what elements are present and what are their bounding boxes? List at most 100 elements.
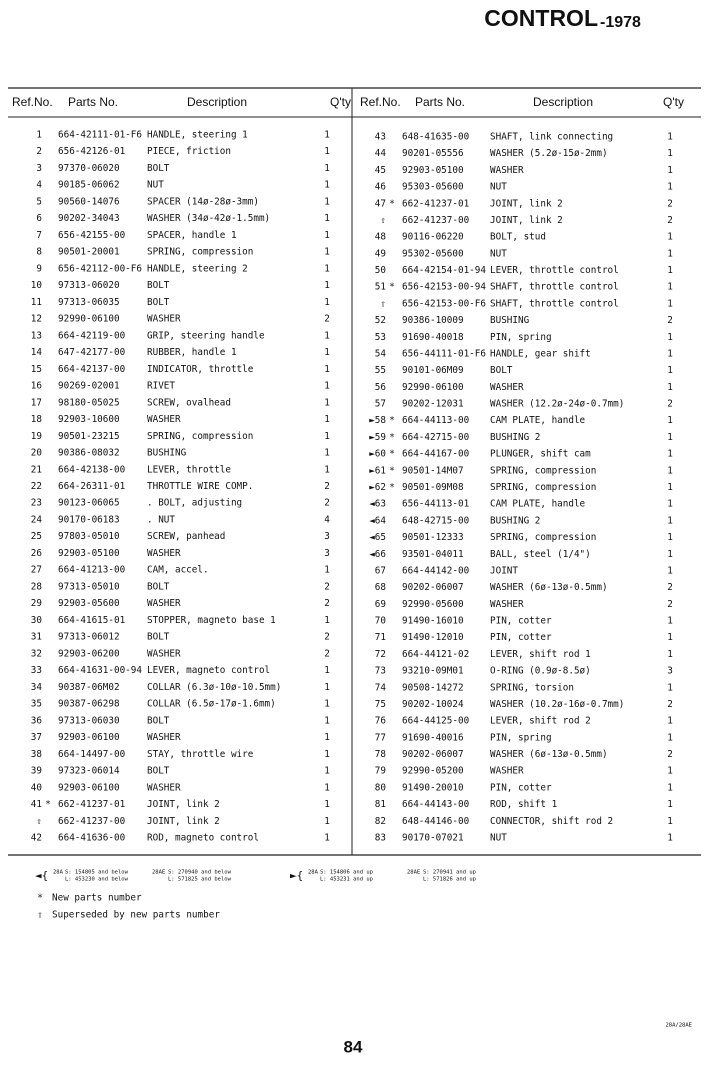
- quantity: 1: [667, 465, 673, 476]
- ref-no: 32: [31, 648, 42, 659]
- legend-serial: L: 453231 and up: [320, 877, 373, 883]
- ref-no: 73: [375, 666, 386, 677]
- part-no: 93210-09M01: [402, 666, 464, 677]
- part-no: 90202-06007: [402, 749, 464, 760]
- ref-no: 27: [31, 565, 42, 576]
- quantity: 1: [667, 282, 673, 293]
- part-no: 91690-40018: [402, 332, 464, 343]
- part-no: 92990-06100: [58, 314, 120, 325]
- ref-no: 8: [36, 247, 42, 258]
- ref-no: 48: [375, 232, 386, 243]
- quantity: 1: [324, 833, 330, 844]
- ref-no: 30: [31, 615, 42, 626]
- ref-no: ►59: [369, 432, 386, 443]
- ref-no: 83: [375, 833, 386, 844]
- ref-no: ►62: [369, 482, 386, 493]
- part-no: 664-44121-02: [402, 649, 469, 660]
- description: BOLT: [147, 297, 170, 308]
- quantity: 1: [324, 749, 330, 760]
- ref-no: ►60: [369, 449, 386, 460]
- part-no: 97370-06020: [58, 163, 120, 174]
- quantity: 1: [667, 732, 673, 743]
- description: ROD, magneto control: [147, 833, 259, 844]
- quantity: 2: [324, 314, 330, 325]
- part-no: 90123-06065: [58, 498, 120, 509]
- description: WASHER: [147, 782, 181, 793]
- description: LEVER, shift rod 1: [490, 649, 591, 660]
- ref-no: 54: [375, 348, 387, 359]
- description: PIECE, friction: [147, 146, 231, 157]
- quantity: 1: [667, 415, 673, 426]
- ref-no: 6: [36, 213, 42, 224]
- quantity: 2: [667, 215, 673, 226]
- ref-no: 79: [375, 766, 386, 777]
- part-no: 97313-05010: [58, 581, 120, 592]
- description: WASHER: [147, 598, 181, 609]
- legend-model: 28A: [53, 870, 64, 876]
- legend-serial: L: 453230 and below: [65, 877, 129, 883]
- ref-no: 71: [375, 632, 386, 643]
- ref-no: 70: [375, 616, 386, 627]
- part-no: 664-44125-00: [402, 716, 469, 727]
- part-no: 664-44142-00: [402, 565, 469, 576]
- part-no: 91490-16010: [402, 616, 464, 627]
- ref-no: 53: [375, 332, 386, 343]
- description: PIN, cotter: [490, 616, 552, 627]
- quantity: 1: [667, 532, 673, 543]
- part-no: 648-41635-00: [402, 132, 469, 143]
- description: COLLAR (6.3ø-10ø-10.5mm): [147, 682, 281, 693]
- quantity: 1: [324, 180, 330, 191]
- note-text: Superseded by new parts number: [52, 910, 220, 921]
- description: STAY, throttle wire: [147, 749, 254, 760]
- ref-no: 43: [375, 132, 386, 143]
- quantity: 1: [324, 247, 330, 258]
- part-no: 97313-06030: [58, 715, 120, 726]
- description: PIN, cotter: [490, 632, 552, 643]
- part-no: 90501-20001: [58, 247, 120, 258]
- column-header: Description: [533, 95, 593, 109]
- column-header: Parts No.: [68, 95, 118, 109]
- legend-model: 28AE: [407, 870, 420, 876]
- quantity: 1: [324, 297, 330, 308]
- ref-no: 52: [375, 315, 386, 326]
- ref-no: 81: [375, 799, 386, 810]
- ref-no: 7: [36, 230, 42, 241]
- description: WASHER (34ø-42ø-1.5mm): [147, 213, 270, 224]
- ref-no: 10: [31, 280, 42, 291]
- legend-serial: S: 154806 and up: [320, 870, 373, 876]
- ref-no: 11: [31, 297, 42, 308]
- ref-no: 34: [31, 682, 43, 693]
- description: SPRING, compression: [147, 431, 253, 442]
- part-no: 656-42112-00-F6: [58, 263, 142, 274]
- quantity: 1: [667, 833, 673, 844]
- part-no: 95303-05600: [402, 182, 464, 193]
- ref-no: 68: [375, 582, 386, 593]
- description: NUT: [490, 182, 507, 193]
- part-no: 664-42154-01-94: [402, 265, 486, 276]
- legend-serial: S: 270940 and below: [168, 870, 232, 876]
- part-no: 95302-05600: [402, 248, 464, 259]
- part-no: 664-42138-00: [58, 464, 125, 475]
- part-no: 93501-04011: [402, 549, 464, 560]
- description: WASHER: [490, 165, 524, 176]
- description: . NUT: [147, 514, 175, 525]
- part-no: 97313-06012: [58, 632, 120, 643]
- quantity: 1: [324, 665, 330, 676]
- description: JOINT, link 2: [147, 799, 220, 810]
- new-mark: *: [389, 282, 395, 293]
- quantity: 2: [667, 399, 673, 410]
- description: PIN, spring: [490, 332, 552, 343]
- ref-no: 75: [375, 699, 386, 710]
- part-no: 656-42126-01: [58, 146, 125, 157]
- ref-no: 12: [31, 314, 42, 325]
- quantity: 1: [324, 464, 330, 475]
- part-no: 664-42715-00: [402, 432, 469, 443]
- quantity: 1: [667, 549, 673, 560]
- part-no: 664-44113-00: [402, 415, 469, 426]
- quantity: 1: [667, 499, 673, 510]
- part-no: 90201-05556: [402, 148, 464, 159]
- quantity: 1: [324, 766, 330, 777]
- ref-no: 38: [31, 749, 42, 760]
- description: SHAFT, throttle control: [490, 298, 619, 309]
